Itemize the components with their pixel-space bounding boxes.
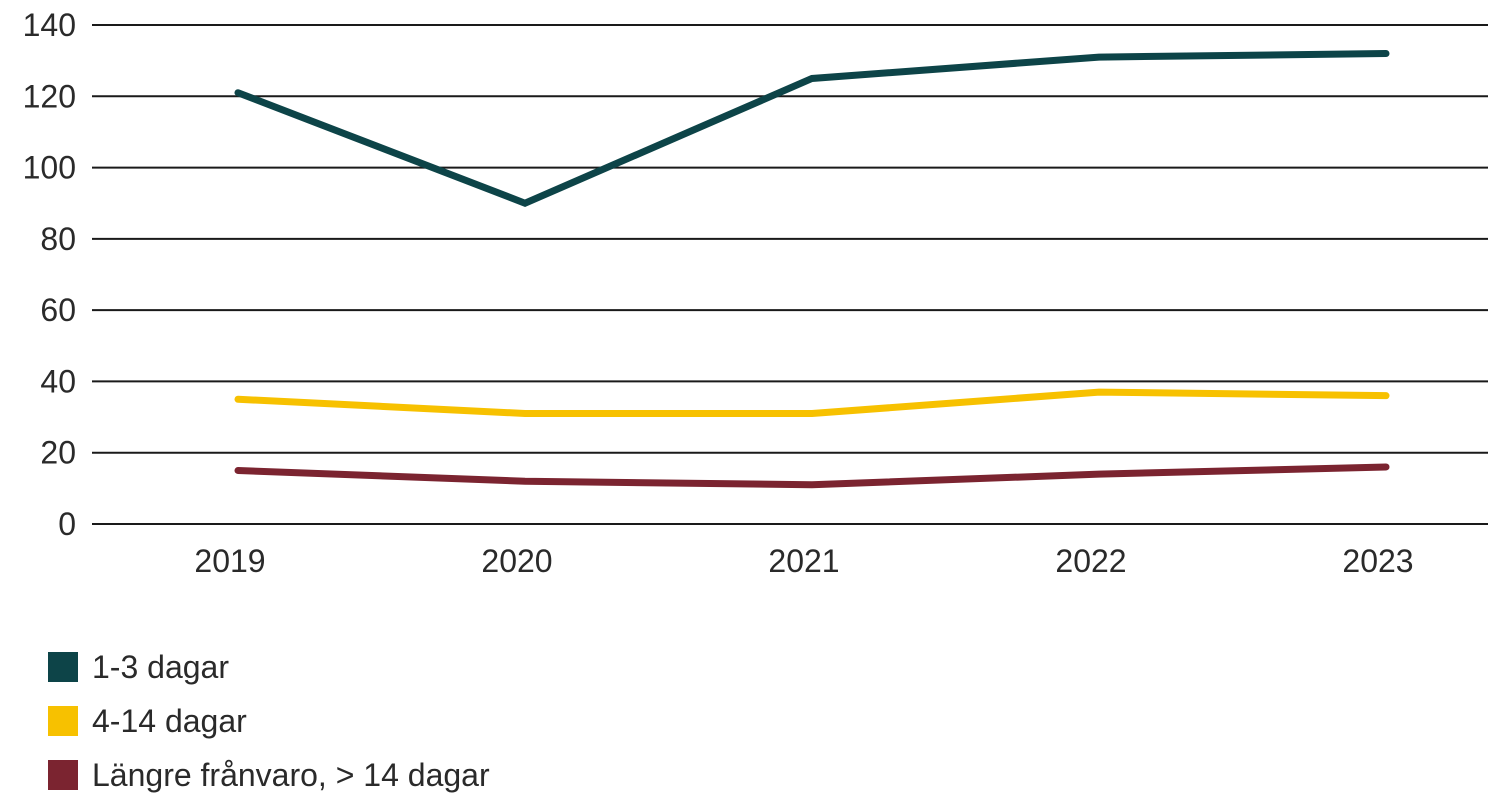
legend-swatch [48, 760, 78, 790]
legend-item: 1-3 dagar [48, 640, 490, 694]
x-axis-ticks: 2019 2020 2021 2022 2023 [194, 543, 1413, 579]
series-line [234, 463, 1390, 489]
y-tick-label: 140 [23, 7, 76, 43]
y-tick-label: 60 [40, 292, 76, 328]
x-tick-label: 2023 [1342, 543, 1413, 579]
x-tick-label: 2020 [481, 543, 552, 579]
y-tick-label: 80 [40, 221, 76, 257]
legend-label: 4-14 dagar [92, 703, 247, 739]
legend: 1-3 dagar 4-14 dagar Längre frånvaro, > … [48, 640, 490, 802]
x-tick-label: 2022 [1055, 543, 1126, 579]
y-tick-label: 40 [40, 363, 76, 399]
line-chart: 0 20 40 60 80 100 120 140 2019 2020 2021 2022 2023 [23, 7, 1488, 579]
legend-swatch [48, 706, 78, 736]
x-tick-label: 2021 [768, 543, 839, 579]
legend-label: Längre frånvaro, > 14 dagar [92, 757, 490, 793]
y-tick-label: 0 [58, 506, 76, 542]
y-tick-label: 120 [23, 78, 76, 114]
gridlines [92, 24, 1488, 525]
series-line [234, 50, 1390, 207]
y-tick-label: 20 [40, 435, 76, 471]
y-tick-label: 100 [23, 150, 76, 186]
legend-item: Längre frånvaro, > 14 dagar [48, 748, 490, 802]
legend-swatch [48, 652, 78, 682]
y-axis-ticks: 0 20 40 60 80 100 120 140 [23, 7, 76, 542]
legend-label: 1-3 dagar [92, 649, 229, 685]
series-line [234, 388, 1390, 418]
legend-item: 4-14 dagar [48, 694, 490, 748]
x-tick-label: 2019 [194, 543, 265, 579]
series-lines [234, 50, 1390, 489]
